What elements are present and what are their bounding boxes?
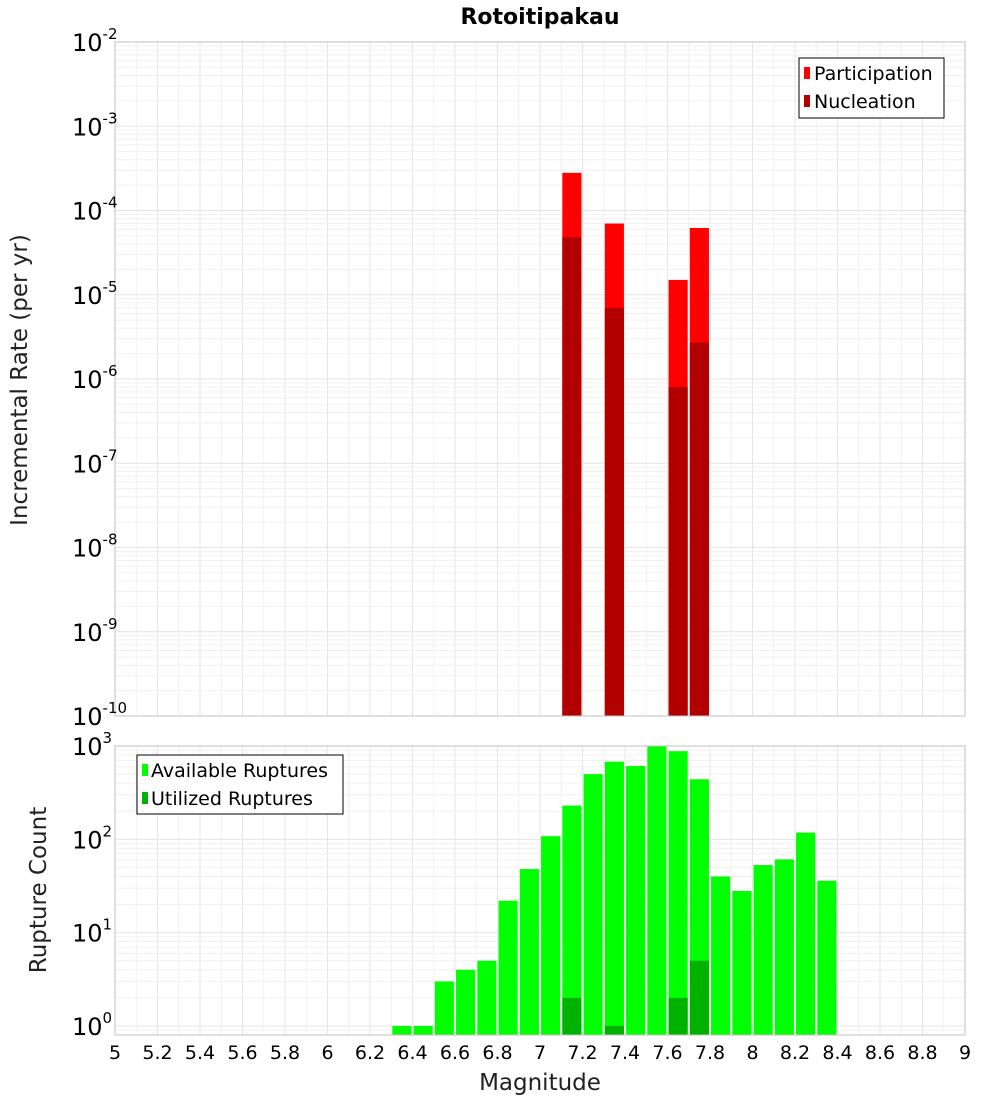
count-bar-available-ruptures	[647, 746, 667, 1035]
legend-label-available: Available Ruptures	[151, 760, 328, 782]
rate-legend-box	[798, 57, 945, 119]
rate-plot-frame	[114, 41, 966, 717]
x-tick-label: 7.2	[567, 1042, 597, 1064]
count-bar-available-ruptures	[434, 981, 454, 1035]
rate-y-tick-label: 10-2	[72, 25, 118, 57]
x-tick-label: 6.4	[397, 1042, 427, 1064]
count-bar-available-ruptures	[711, 876, 731, 1035]
x-tick-label: 5	[109, 1042, 121, 1064]
count-bar-available-ruptures	[413, 1025, 433, 1035]
count-bar-available-ruptures	[732, 890, 752, 1035]
count-bar-available-ruptures	[817, 880, 837, 1035]
count-bar-utilized-ruptures	[604, 1025, 624, 1035]
rate-y-tick-labels: 10-2 10-3 10-4 10-5 10-6 10-7 10-8 10-9 10-10	[72, 25, 127, 731]
x-tick-label: 8.8	[907, 1042, 937, 1064]
x-tick-label: 5.2	[142, 1042, 172, 1064]
rate-gridlines	[114, 41, 966, 717]
x-tick-label: 8.6	[865, 1042, 895, 1064]
x-tick-label: 8.4	[822, 1042, 852, 1064]
count-y-axis-title: Rupture Count	[26, 807, 52, 973]
magnitude-x-tick-labels: 5 5.2 5.4 5.6 5.8 6 6.2 6.4 6.6 6.8 7 7.2 7.4 7.6 7.8 8…	[109, 1042, 971, 1064]
rate-y-tick-label: 10-5	[72, 278, 118, 310]
rate-y-tick-label: 10-6	[72, 362, 118, 394]
rate-y-tick-label: 10-8	[72, 531, 118, 563]
count-bar-available-ruptures	[796, 832, 816, 1035]
rate-bar-nucleation	[668, 387, 688, 716]
count-legend: Available Ruptures Utilized Ruptures	[136, 754, 344, 815]
count-bars	[392, 746, 837, 1035]
rate-y-axis-title: Incremental Rate (per yr)	[7, 234, 33, 526]
count-bar-available-ruptures	[392, 1025, 412, 1035]
count-bar-available-ruptures	[604, 761, 624, 1035]
rate-y-tick-label: 10-7	[72, 446, 118, 478]
legend-swatch-participation	[804, 67, 810, 79]
count-bar-available-ruptures	[753, 865, 773, 1035]
count-bar-available-ruptures	[456, 969, 476, 1035]
rate-y-tick-label: 10-3	[72, 109, 118, 141]
count-bar-utilized-ruptures	[668, 997, 688, 1035]
count-bar-available-ruptures	[477, 960, 497, 1035]
rate-bar-nucleation	[689, 342, 709, 716]
count-bar-available-ruptures	[774, 859, 794, 1035]
legend-label-nucleation: Nucleation	[814, 91, 916, 113]
count-y-tick-label: 102	[72, 822, 112, 854]
count-y-tick-label: 101	[72, 916, 112, 948]
x-tick-label: 5.4	[185, 1042, 215, 1064]
x-tick-label: 6.6	[440, 1042, 470, 1064]
count-bar-available-ruptures	[541, 836, 561, 1035]
count-bar-utilized-ruptures	[562, 997, 582, 1035]
magnitude-x-axis-title: Magnitude	[479, 1070, 601, 1096]
rate-bar-nucleation	[562, 237, 582, 717]
count-bar-available-ruptures	[626, 766, 646, 1035]
x-tick-label: 7.6	[652, 1042, 682, 1064]
x-tick-label: 5.6	[227, 1042, 257, 1064]
x-tick-label: 7.8	[695, 1042, 725, 1064]
count-plot-frame	[114, 745, 966, 1036]
rate-bars	[562, 172, 709, 717]
x-tick-label: 9	[959, 1042, 971, 1064]
count-panel: 103 102 101 100 5 5.2 5.4 5.6 5.8 6 6.2 6.4 6.6 6.8 7…	[26, 729, 971, 1096]
count-y-tick-labels: 103 102 101 100	[72, 729, 112, 1041]
rate-y-tick-label: 10-10	[72, 699, 127, 731]
legend-label-participation: Participation	[814, 63, 933, 85]
x-tick-label: 7	[534, 1042, 546, 1064]
chart-title: Rotoitipakau	[460, 5, 619, 30]
x-tick-label: 6.2	[355, 1042, 385, 1064]
count-bar-available-ruptures	[562, 805, 582, 1035]
legend-swatch-utilized	[142, 792, 148, 804]
count-bar-utilized-ruptures	[689, 960, 709, 1035]
rate-y-tick-label: 10-9	[72, 615, 118, 647]
rate-panel: 10-2 10-3 10-4 10-5 10-6 10-7 10-8 10-9 10-10 In…	[7, 25, 966, 731]
count-legend-box	[136, 754, 344, 815]
x-tick-label: 7.4	[610, 1042, 640, 1064]
count-bar-available-ruptures	[498, 900, 518, 1035]
legend-swatch-nucleation	[804, 95, 810, 107]
count-bar-available-ruptures	[583, 774, 603, 1035]
x-tick-label: 6.8	[482, 1042, 512, 1064]
count-y-tick-label: 100	[72, 1009, 112, 1041]
rate-legend: Participation Nucleation	[798, 57, 945, 119]
x-tick-label: 8	[746, 1042, 758, 1064]
legend-swatch-available	[142, 764, 148, 776]
x-tick-label: 8.2	[780, 1042, 810, 1064]
rate-bar-nucleation	[604, 307, 624, 716]
rate-y-tick-label: 10-4	[72, 194, 118, 226]
count-bar-available-ruptures	[668, 751, 688, 1035]
x-tick-label: 6	[321, 1042, 333, 1064]
count-bar-available-ruptures	[519, 869, 539, 1035]
count-y-tick-label: 103	[72, 729, 112, 761]
x-tick-label: 5.8	[270, 1042, 300, 1064]
legend-label-utilized: Utilized Ruptures	[151, 788, 313, 810]
